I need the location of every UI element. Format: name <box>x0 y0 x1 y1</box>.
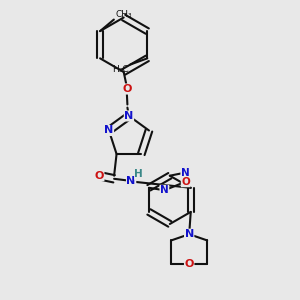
Text: CH₃: CH₃ <box>115 10 132 19</box>
Text: H: H <box>134 169 143 179</box>
Text: N: N <box>124 111 134 121</box>
Text: H₃C: H₃C <box>112 65 129 74</box>
Text: O: O <box>94 171 104 181</box>
Text: N: N <box>127 176 136 186</box>
Text: N: N <box>181 168 190 178</box>
Text: O: O <box>184 259 194 269</box>
Text: O: O <box>181 177 190 187</box>
Text: N: N <box>104 125 113 136</box>
Text: N: N <box>184 229 194 239</box>
Text: N: N <box>160 185 169 195</box>
Text: O: O <box>122 84 131 94</box>
